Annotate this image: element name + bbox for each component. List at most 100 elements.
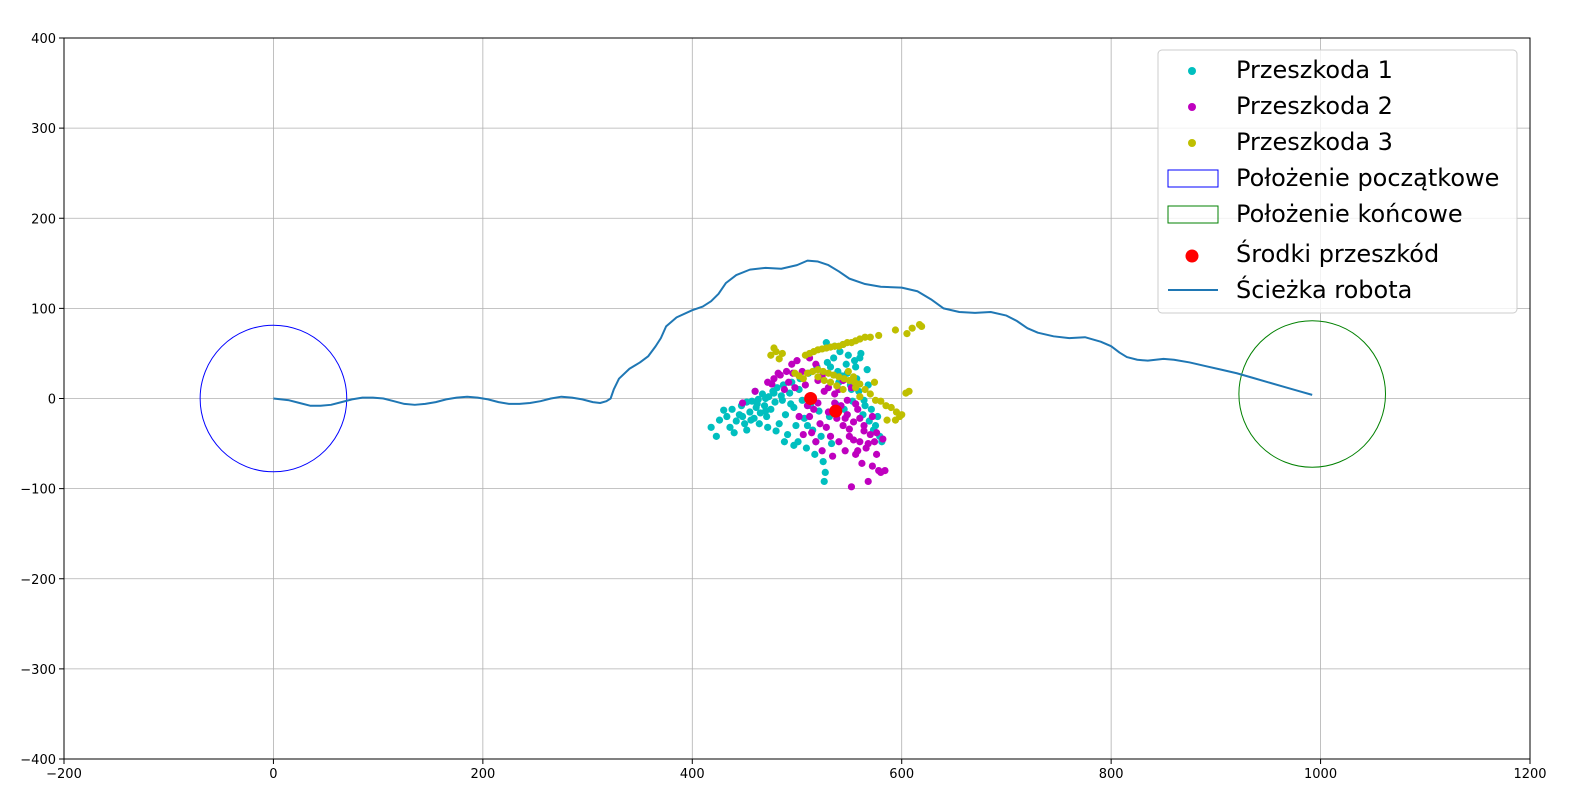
obstacle-1-point bbox=[741, 420, 749, 428]
obstacle-2-point bbox=[812, 360, 820, 368]
y-tick-label: 0 bbox=[48, 393, 56, 408]
obstacle-2-point bbox=[856, 438, 864, 446]
obstacle-2-point bbox=[849, 436, 858, 444]
y-tick-label: −100 bbox=[20, 483, 56, 498]
y-tick-label: 400 bbox=[31, 32, 56, 47]
obstacle-1-point bbox=[861, 402, 869, 410]
obstacle-3-point bbox=[891, 416, 900, 424]
obstacle-1-point bbox=[743, 426, 751, 434]
obstacle-1-point bbox=[761, 407, 770, 415]
start-position-circle bbox=[199, 324, 348, 473]
obstacle-2-point bbox=[793, 357, 801, 365]
obstacle-2-point bbox=[872, 450, 881, 458]
obstacle-3-point bbox=[861, 333, 869, 341]
obstacle-1-point bbox=[822, 339, 830, 347]
obstacle-1-point bbox=[790, 441, 798, 449]
obstacle-3-point bbox=[849, 373, 858, 381]
obstacle-3-point bbox=[877, 397, 885, 405]
x-tick-label: 1000 bbox=[1304, 767, 1337, 782]
obstacle-2-point bbox=[845, 425, 853, 433]
obstacle-2-point bbox=[774, 369, 782, 377]
obstacle-1-point bbox=[874, 412, 882, 421]
legend-marker bbox=[1167, 205, 1219, 224]
obstacle-2-point bbox=[770, 375, 778, 383]
obstacle-3-point bbox=[770, 344, 778, 352]
obstacle-2-point bbox=[831, 390, 839, 398]
obstacle-1-point bbox=[764, 423, 772, 431]
obstacle-2-point bbox=[816, 420, 824, 428]
obstacle-2-point bbox=[805, 412, 814, 421]
obstacle-2-point bbox=[829, 452, 837, 460]
obstacle-1-point bbox=[802, 444, 811, 452]
plot-shapes bbox=[199, 320, 1386, 473]
x-tick-label: −200 bbox=[46, 767, 82, 782]
obstacle-1-point bbox=[792, 421, 800, 430]
obstacle-1-point bbox=[856, 354, 864, 362]
obstacle-1-point bbox=[707, 423, 715, 431]
obstacle-2-point bbox=[852, 400, 860, 408]
obstacle-1-point bbox=[755, 420, 763, 428]
robot-path-line bbox=[273, 259, 1313, 407]
obstacle-center-point bbox=[804, 392, 818, 405]
legend-label: Przeszkoda 3 bbox=[1236, 128, 1393, 156]
obstacle-2-point bbox=[881, 467, 889, 475]
obstacle-3-point bbox=[898, 411, 906, 419]
obstacle-1-point bbox=[730, 429, 738, 437]
obstacle-3-point bbox=[820, 376, 828, 385]
obstacle-1-point bbox=[780, 438, 789, 446]
obstacle-1-point bbox=[732, 417, 740, 425]
obstacle-1-point bbox=[842, 360, 850, 368]
obstacle-center-point bbox=[829, 404, 843, 418]
obstacle-2-point bbox=[788, 360, 796, 368]
robot-path bbox=[273, 259, 1313, 407]
obstacle-3-point bbox=[839, 385, 847, 394]
legend-label: Środki przeszkód bbox=[1236, 238, 1439, 268]
obstacle-3-point bbox=[767, 351, 775, 359]
obstacle-2-point bbox=[812, 438, 820, 446]
obstacle-2-point bbox=[854, 447, 862, 455]
obstacle-1-point bbox=[778, 396, 786, 404]
obstacle-1-point bbox=[811, 450, 819, 458]
obstacle-1-point bbox=[826, 363, 835, 371]
obstacle-1-point bbox=[803, 421, 812, 430]
legend: Przeszkoda 1 Przeszkoda 2 Przeszkoda 3 Poło… bbox=[1157, 49, 1518, 314]
obstacle-1-point bbox=[852, 363, 860, 371]
obstacle-2-point bbox=[858, 459, 866, 467]
obstacle-2-point bbox=[841, 414, 849, 422]
x-tick-label: 400 bbox=[680, 767, 705, 782]
obstacle-2-point bbox=[738, 399, 747, 407]
axis-ticks: −200 0 200 400 600 800 1000 1200−400−300−200−10… bbox=[20, 32, 1546, 782]
legend-label: Położenie początkowe bbox=[1236, 164, 1499, 192]
obstacle-2-point bbox=[864, 477, 872, 486]
obstacle-1-point bbox=[772, 427, 780, 435]
obstacle-3-point bbox=[799, 375, 807, 383]
obstacle-2-point bbox=[870, 438, 879, 446]
obstacle-3-point bbox=[866, 333, 874, 341]
obstacle-1-point bbox=[844, 351, 852, 359]
x-tick-label: 0 bbox=[269, 767, 277, 782]
x-tick-label: 800 bbox=[1099, 767, 1124, 782]
obstacle-3-point bbox=[870, 378, 879, 386]
x-tick-label: 600 bbox=[889, 767, 914, 782]
obstacle-2-point bbox=[856, 414, 864, 422]
obstacle-3-point bbox=[844, 367, 852, 376]
obstacle-3-point bbox=[887, 403, 895, 412]
obstacle-3-point bbox=[883, 416, 891, 424]
obstacle-1-point bbox=[817, 432, 825, 440]
obstacle-2-point bbox=[780, 385, 789, 394]
obstacle-2-point bbox=[860, 427, 868, 435]
obstacle-2-point bbox=[879, 435, 887, 443]
obstacle-3-point bbox=[778, 349, 786, 358]
obstacle-3-point bbox=[826, 378, 835, 386]
obstacle-2-point bbox=[751, 387, 759, 395]
legend-label: Przeszkoda 1 bbox=[1236, 56, 1393, 84]
obstacle-2-point bbox=[768, 380, 776, 388]
obstacle-2-point bbox=[826, 432, 835, 440]
obstacle-1-point bbox=[753, 400, 761, 408]
obstacle-3-point bbox=[903, 330, 911, 338]
obstacle-1-point bbox=[827, 439, 836, 448]
obstacle-3-point bbox=[833, 382, 841, 390]
y-tick-label: 100 bbox=[31, 302, 56, 317]
obstacle-1-point bbox=[781, 411, 790, 419]
